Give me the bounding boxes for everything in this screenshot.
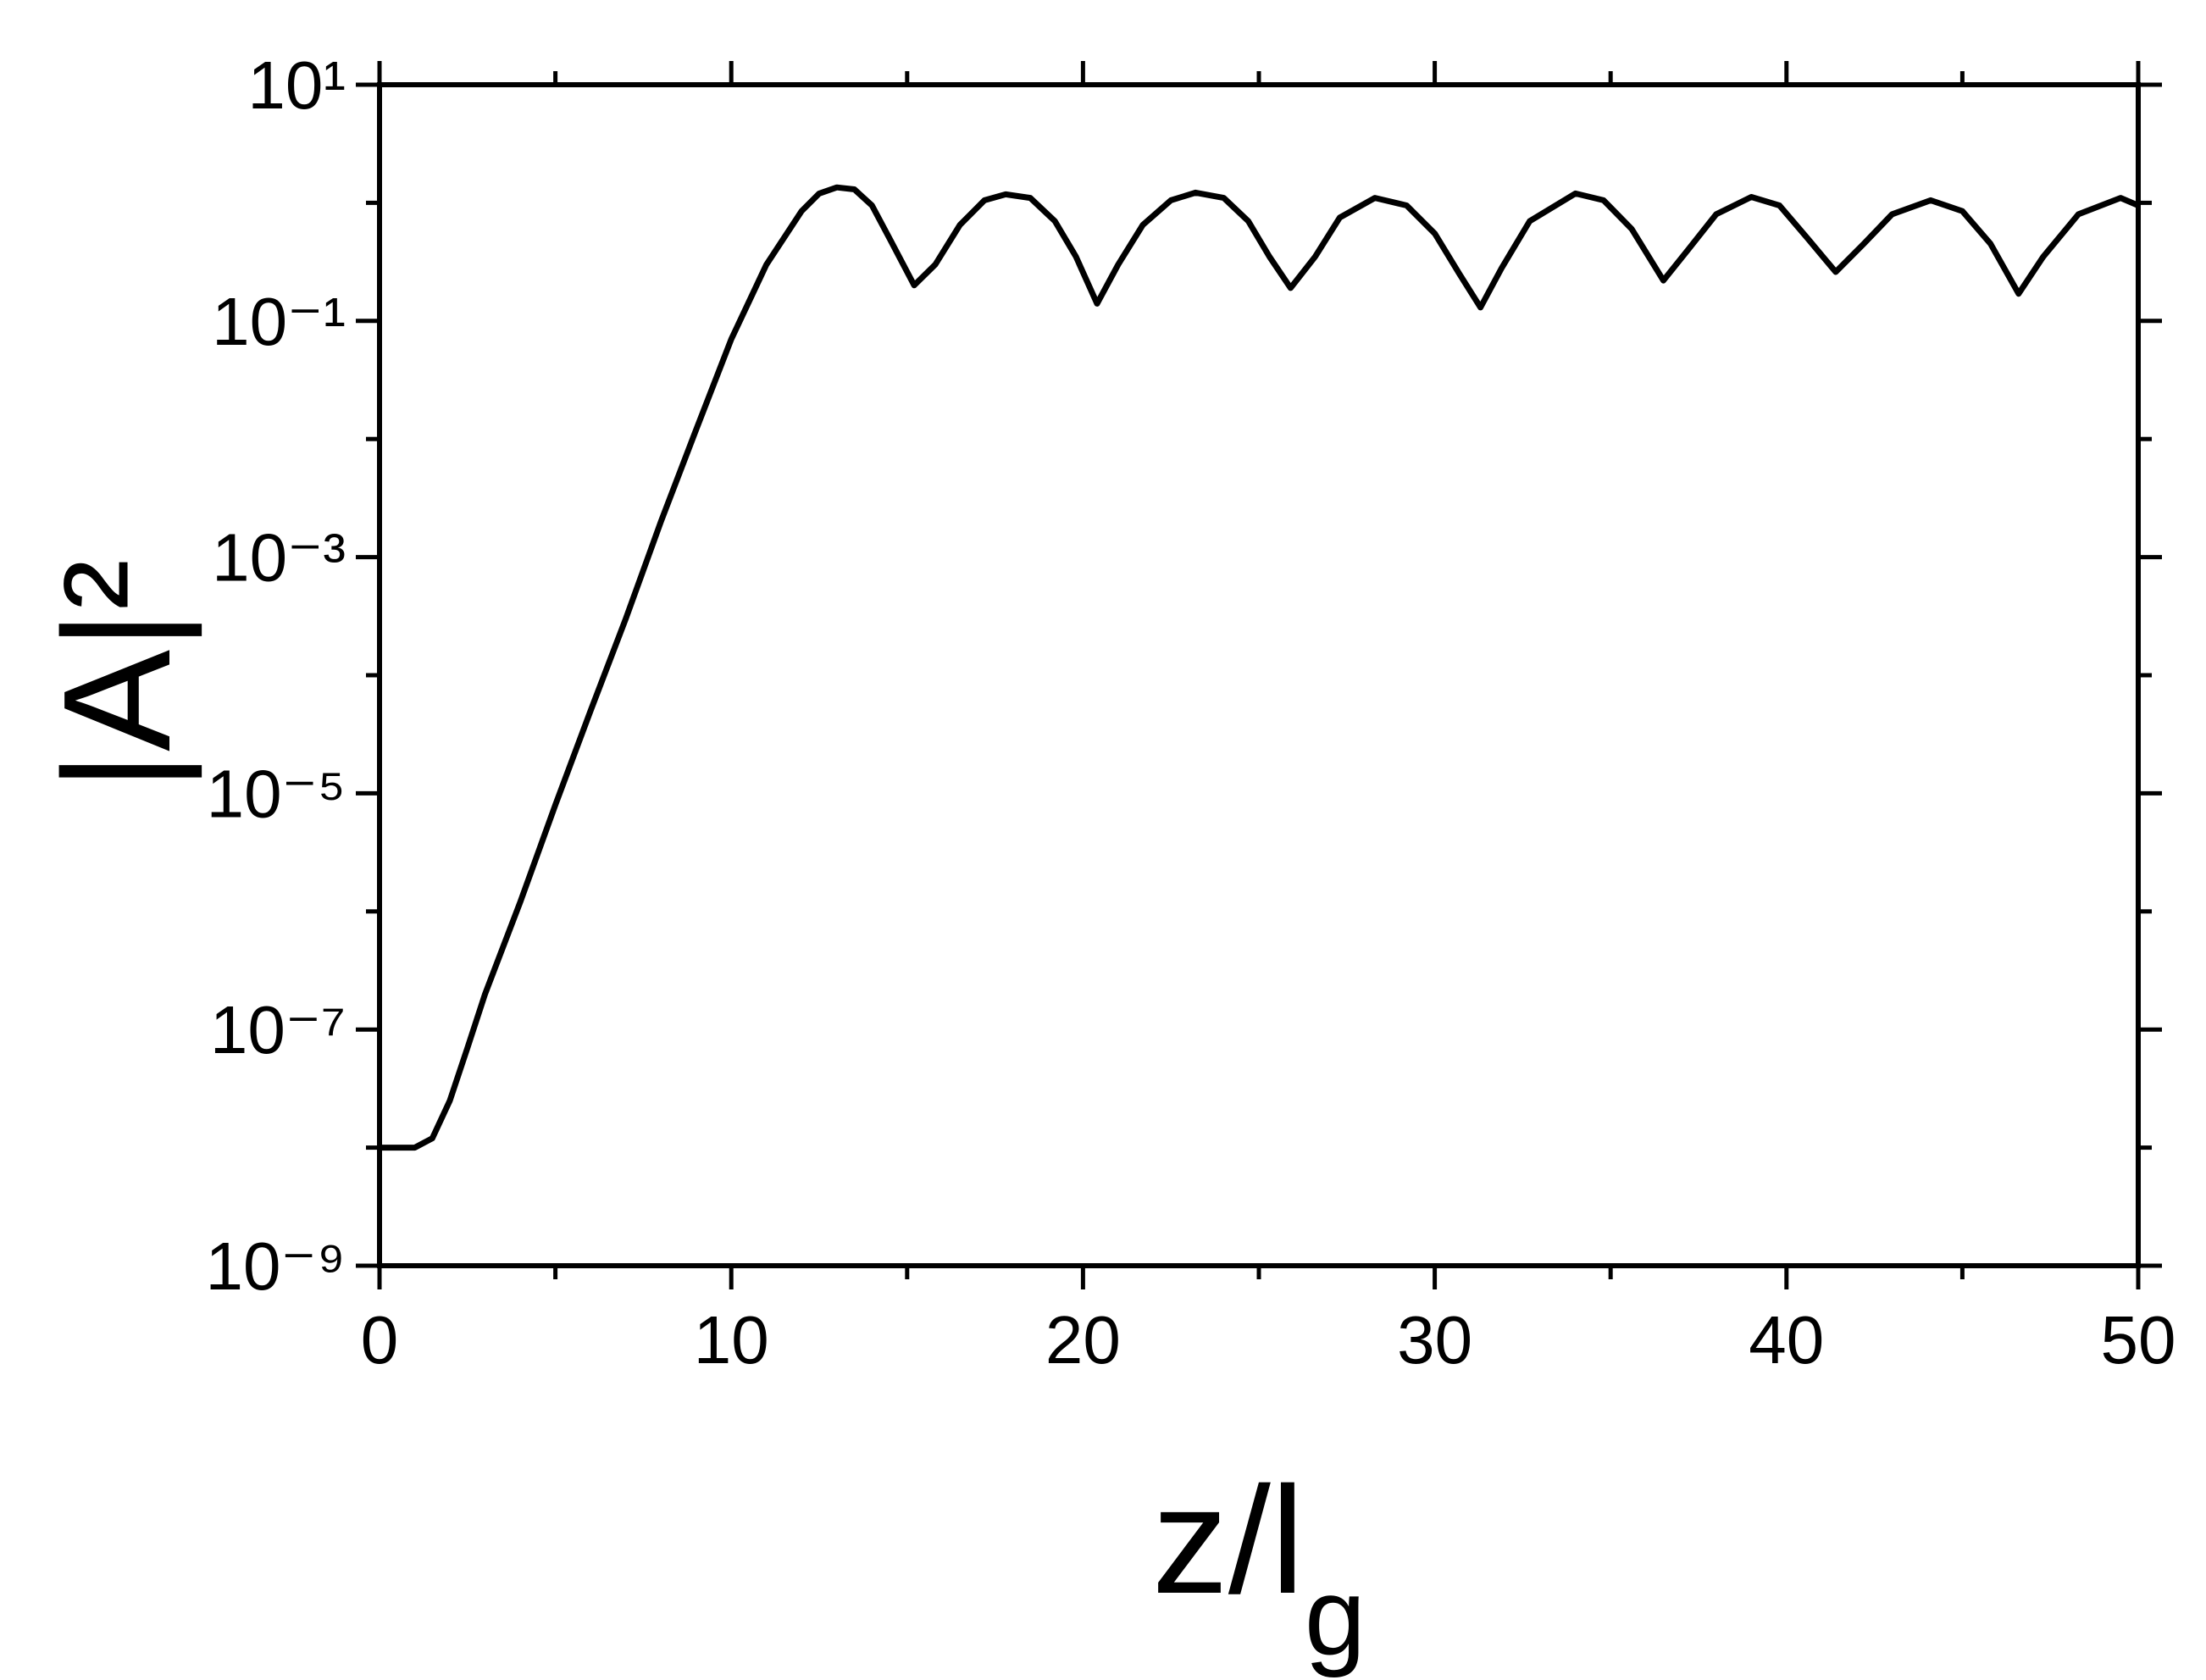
y-tick-label: 10⁻¹ xyxy=(212,284,346,359)
y-tick-label: 10⁻⁹ xyxy=(206,1228,346,1304)
x-tick-label: 50 xyxy=(2101,1302,2176,1378)
y-tick-label: 10⁻⁷ xyxy=(210,992,346,1067)
x-tick-label: 20 xyxy=(1045,1302,1121,1378)
y-axis-label: |A|² xyxy=(32,559,202,791)
x-tick-label: 10 xyxy=(694,1302,769,1378)
y-tick-label: 10⁻³ xyxy=(212,520,346,596)
x-tick-label: 40 xyxy=(1749,1302,1824,1378)
data-line xyxy=(380,184,2140,1151)
x-tick-label: 0 xyxy=(361,1302,399,1378)
x-label-main: z/l xyxy=(1152,1455,1305,1626)
y-tick-label: 10⁻⁵ xyxy=(207,756,346,831)
x-tick-label: 30 xyxy=(1397,1302,1472,1378)
x-axis-label: z/lg xyxy=(1152,1455,1366,1678)
y-tick-label: 10¹ xyxy=(247,47,346,123)
plot-frame xyxy=(377,82,2141,1268)
x-label-sub: g xyxy=(1305,1555,1366,1678)
